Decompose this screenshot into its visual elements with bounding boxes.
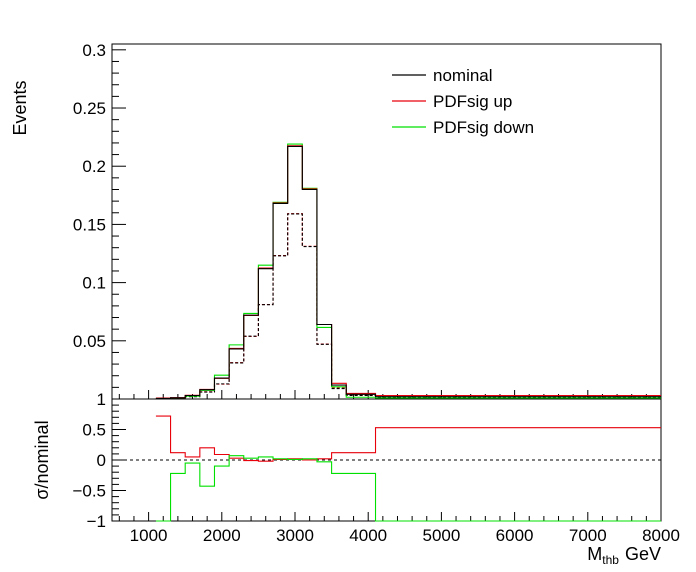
x-axis-title-unit: GeV (625, 544, 661, 564)
bottom-y-tick-label: −1 (87, 512, 106, 531)
bottom-y-tick-label: 1 (97, 390, 106, 409)
top-y-tick-label: 0.2 (82, 157, 106, 176)
bottom-y-tick-label: 0 (97, 451, 106, 470)
x-tick-label: 1000 (130, 526, 168, 545)
top-panel: Events 0.05 0.1 0.15 0.2 0.25 0.3 nominal PDF… (10, 41, 662, 400)
top-y-tick-label: 0.3 (82, 41, 106, 60)
legend-label-down: PDFsig down (433, 118, 534, 137)
x-tick-label: 2000 (203, 526, 241, 545)
top-y-tick-label: 0.1 (82, 274, 106, 293)
x-tick-label: 5000 (422, 526, 460, 545)
bottom-panel: σ/nominal −1 −0.5 0 0.5 1 1000 2000 3000 4000 50… (32, 390, 680, 567)
bottom-y-axis-title: σ/nominal (32, 420, 52, 499)
bottom-y-tick-label: 0.5 (82, 421, 106, 440)
bottom-series-group (155, 415, 661, 522)
ratio-series-0 (155, 415, 661, 462)
legend-label-up: PDFsig up (433, 92, 512, 111)
x-axis-title: Mthb GeV (587, 544, 661, 567)
top-series-3 (155, 213, 661, 400)
top-series-group (155, 143, 661, 400)
top-y-tick-label: 0.25 (73, 99, 106, 118)
x-tick-label: 4000 (349, 526, 387, 545)
bottom-plot-frame (111, 398, 662, 522)
bottom-y-ticks: −1 −0.5 0 0.5 1 (72, 390, 126, 531)
legend-label-nominal: nominal (433, 66, 493, 85)
top-y-tick-label: 0.15 (73, 215, 106, 234)
x-axis-title-main: M (587, 544, 602, 564)
legend: nominal PDFsig up PDFsig down (392, 66, 534, 137)
bottom-y-tick-label: −0.5 (72, 482, 106, 501)
top-y-ticks: 0.05 0.1 0.15 0.2 0.25 0.3 (73, 41, 662, 399)
top-series-4 (155, 213, 661, 400)
top-series-1 (155, 145, 661, 399)
x-tick-label: 6000 (496, 526, 534, 545)
ratio-series-1 (155, 455, 661, 522)
top-y-axis-title: Events (10, 80, 30, 135)
x-axis-title-sub: thb (602, 553, 619, 567)
x-tick-label: 7000 (569, 526, 607, 545)
bottom-x-ticks: 1000 2000 3000 4000 5000 6000 7000 8000 (118, 512, 680, 545)
x-tick-label: 8000 (642, 526, 680, 545)
top-y-tick-label: 0.05 (73, 332, 106, 351)
x-tick-label: 3000 (276, 526, 314, 545)
top-series-0 (155, 145, 661, 399)
top-series-2 (155, 143, 661, 400)
top-plot-frame (111, 43, 662, 400)
